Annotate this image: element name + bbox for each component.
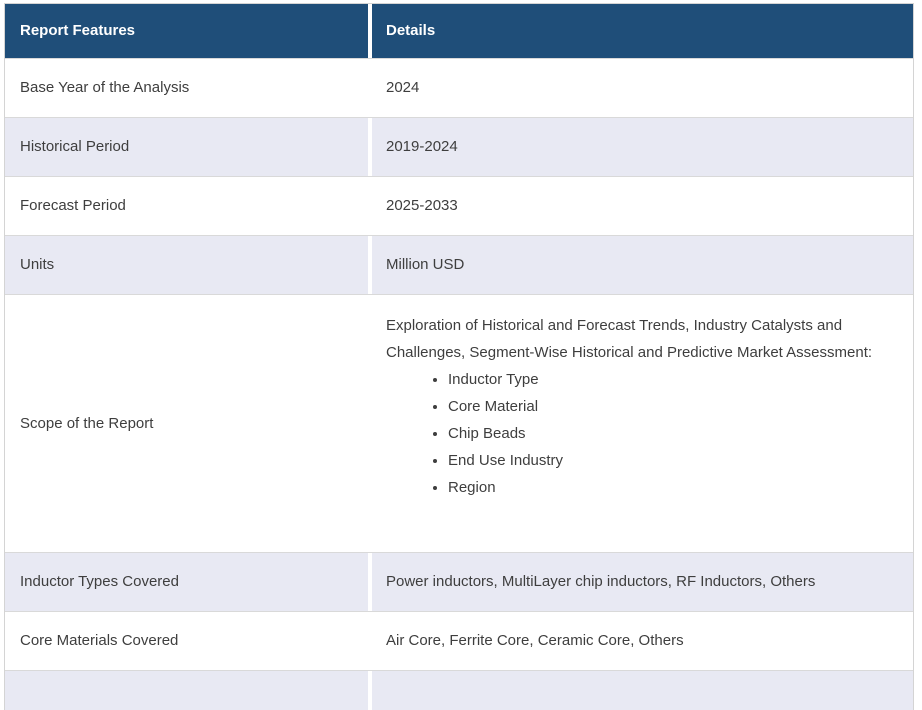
scope-bullet-item: Chip Beads: [448, 420, 901, 447]
row-feature-label: Units: [5, 236, 372, 294]
table-header-row: Report Features Details: [5, 4, 913, 58]
row-feature-label: Core Materials Covered: [5, 612, 372, 670]
row-feature-label: Historical Period: [5, 118, 372, 176]
table-row-historical-period: Historical Period 2019-2024: [5, 117, 913, 176]
scope-bullet-item: End Use Industry: [448, 447, 901, 474]
table-row-units: Units Million USD: [5, 235, 913, 294]
row-details-value: Power inductors, MultiLayer chip inducto…: [386, 573, 816, 590]
row-details-value: Air Core, Ferrite Core, Ceramic Core, Ot…: [386, 632, 684, 649]
row-details-value: Million USD: [386, 256, 465, 273]
scope-intro-text: Exploration of Historical and Forecast T…: [386, 317, 873, 361]
row-feature-label: Forecast Period: [5, 177, 372, 235]
table-row-inductor-types: Inductor Types Covered Power inductors, …: [5, 552, 913, 611]
table-row-partial: [5, 670, 913, 710]
row-feature-label: [5, 671, 372, 710]
scope-bullet-list: Inductor Type Core Material Chip Beads E…: [386, 366, 901, 501]
row-details-value: 2025-2033: [386, 197, 458, 214]
table-row-scope: Scope of the Report Exploration of Histo…: [5, 294, 913, 552]
row-feature-label: Inductor Types Covered: [5, 553, 372, 611]
table-row-base-year: Base Year of the Analysis 2024: [5, 58, 913, 117]
row-details-value: 2024: [386, 79, 420, 96]
scope-details-cell: Exploration of Historical and Forecast T…: [372, 295, 913, 552]
scope-bullet-item: Inductor Type: [448, 366, 901, 393]
row-details-value: [372, 671, 913, 710]
row-details-value: 2019-2024: [386, 138, 458, 155]
column-header-report-features: Report Features: [5, 4, 372, 58]
scope-bullet-item: Core Material: [448, 393, 901, 420]
table-row-forecast-period: Forecast Period 2025-2033: [5, 176, 913, 235]
scope-bullet-item: Region: [448, 474, 901, 501]
row-feature-label: Base Year of the Analysis: [5, 59, 372, 117]
table-row-core-materials: Core Materials Covered Air Core, Ferrite…: [5, 611, 913, 670]
column-header-details: Details: [386, 22, 436, 39]
report-features-table: Report Features Details Base Year of the…: [4, 3, 914, 710]
row-feature-label: Scope of the Report: [5, 295, 372, 552]
